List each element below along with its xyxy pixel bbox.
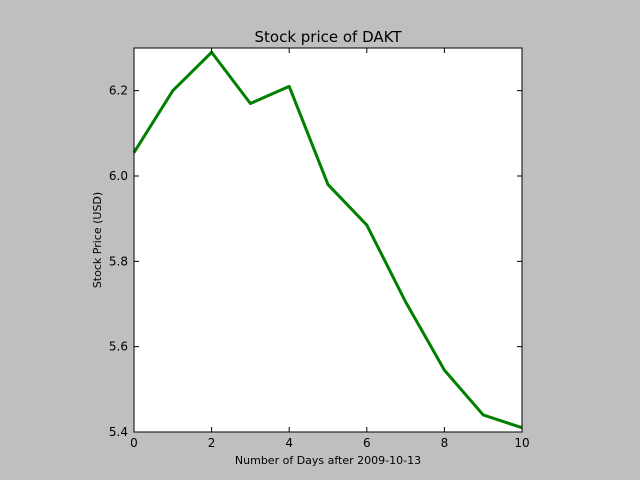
x-axis-label: Number of Days after 2009-10-13 bbox=[235, 454, 421, 467]
plot-area bbox=[134, 48, 522, 432]
y-tick-label: 6.0 bbox=[109, 169, 128, 183]
chart-title: Stock price of DAKT bbox=[255, 28, 403, 46]
y-tick-label: 5.8 bbox=[109, 254, 128, 268]
x-tick-label: 10 bbox=[514, 436, 529, 450]
x-tick-label: 2 bbox=[208, 436, 216, 450]
x-tick-label: 4 bbox=[285, 436, 293, 450]
y-tick-label: 5.6 bbox=[109, 340, 128, 354]
plot-frame bbox=[133, 47, 523, 433]
x-tick-label: 8 bbox=[441, 436, 449, 450]
x-tick-label: 0 bbox=[130, 436, 138, 450]
series-layer bbox=[132, 50, 523, 430]
x-axis-ticks: 0 2 4 6 8 10 bbox=[130, 48, 530, 450]
y-tick-label: 5.4 bbox=[109, 425, 128, 439]
y-tick-label: 6.2 bbox=[109, 84, 128, 98]
series-line bbox=[132, 50, 523, 430]
x-tick-label: 6 bbox=[363, 436, 371, 450]
y-axis-ticks: 5.4 5.6 5.8 6.0 6.2 bbox=[109, 84, 522, 439]
y-axis-label: Stock Price (USD) bbox=[91, 192, 104, 288]
